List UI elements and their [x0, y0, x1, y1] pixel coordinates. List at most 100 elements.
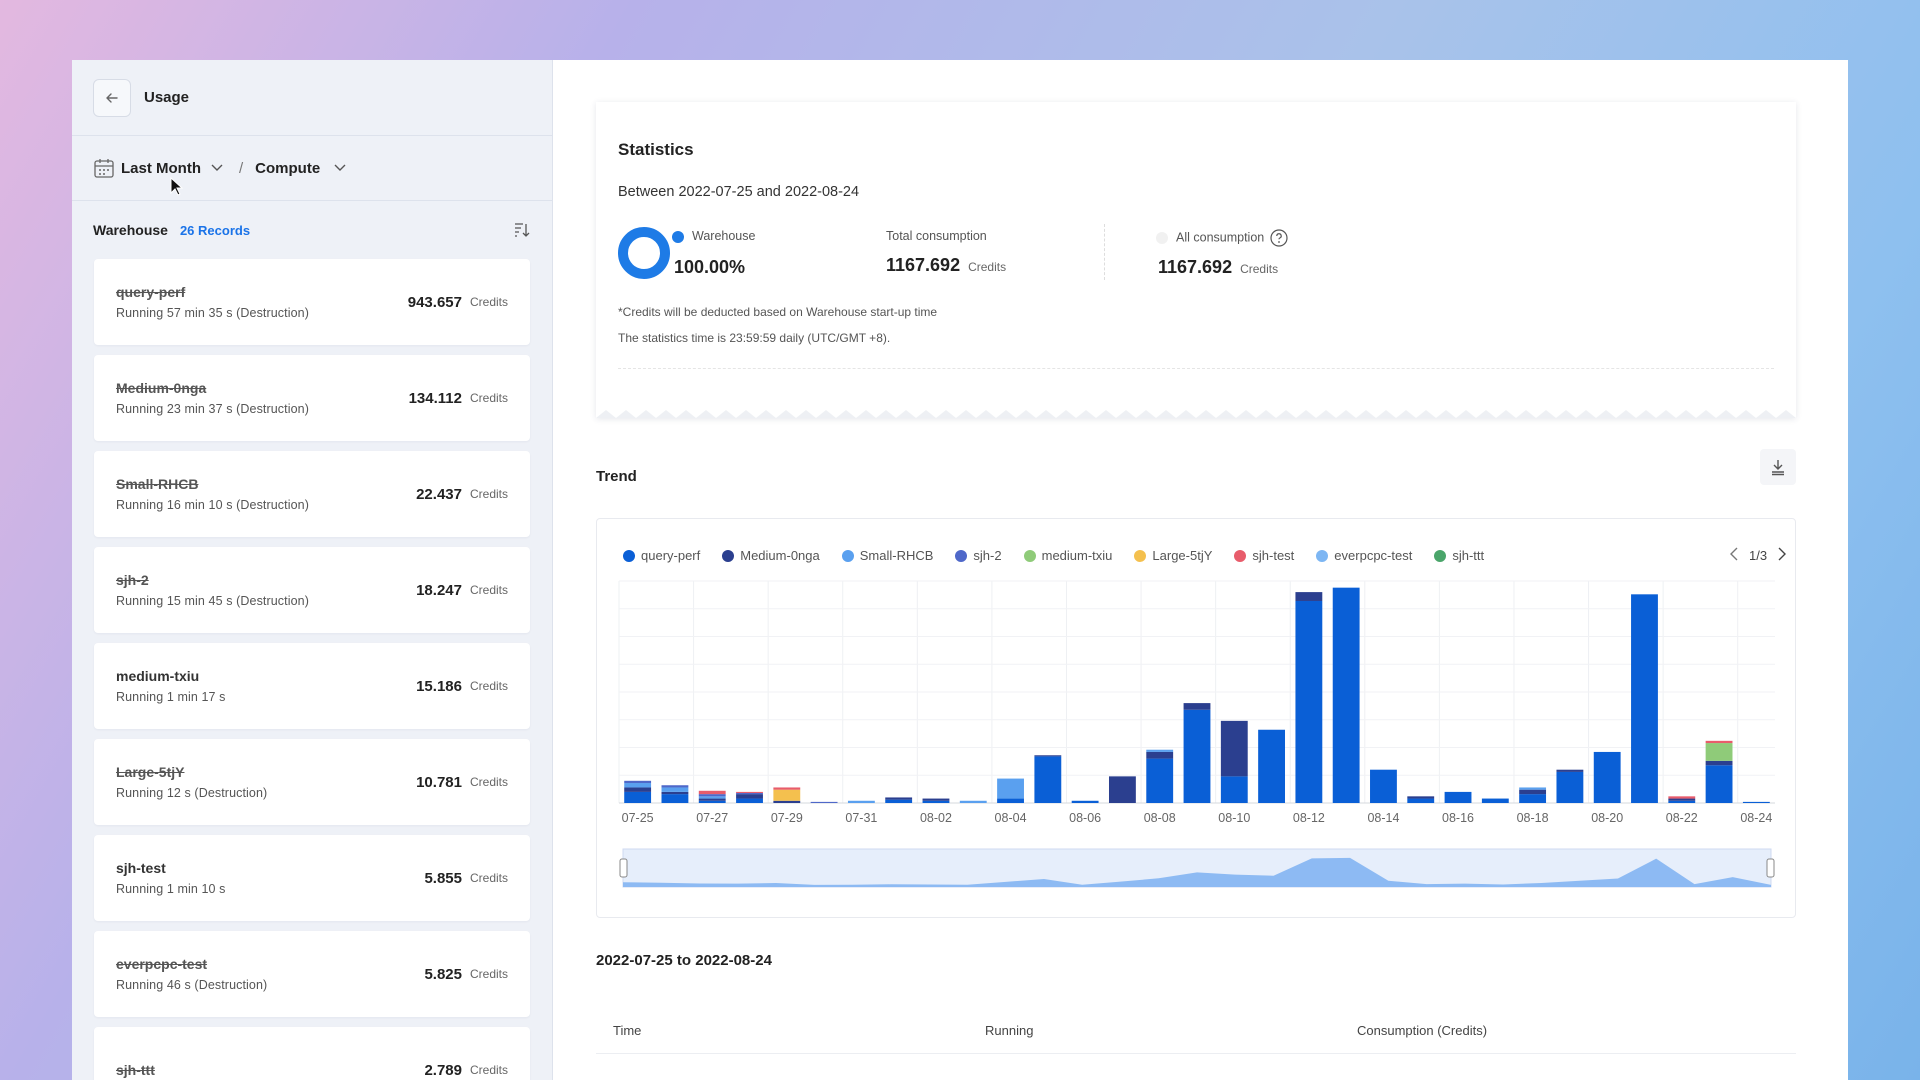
- legend-item[interactable]: sjh-2: [955, 548, 1002, 563]
- warehouse-name: everpcpc-test: [116, 956, 208, 972]
- warehouse-item[interactable]: Medium-0nga Running 23 min 37 s (Destruct…: [94, 355, 530, 441]
- legend-dot: [1023, 549, 1036, 562]
- warehouse-credits: 10.781: [416, 773, 462, 791]
- warehouse-item-info: Small-RHCB Running 16 min 10 s (Destructi…: [116, 476, 416, 512]
- bar-segment: [661, 785, 689, 788]
- warehouse-item-info: Large-5tjY Running 12 s (Destruction): [116, 764, 416, 800]
- all-consumption-value: 1167.692: [1158, 257, 1233, 277]
- statistics-card: Statistics Between 2022-07-25 and 2022-0…: [596, 102, 1796, 418]
- legend-item[interactable]: Large-5tjY: [1134, 548, 1212, 563]
- credits-unit: Credits: [469, 391, 508, 405]
- date-range-text: Between 2022-07-25 and 2022-08-24: [618, 184, 860, 200]
- legend-item[interactable]: Medium-0nga: [722, 548, 820, 563]
- period-dropdown[interactable]: Last Month: [93, 157, 223, 179]
- legend-item[interactable]: Small-RHCB: [841, 548, 933, 563]
- bar-segment: [624, 780, 652, 784]
- bar-segment: [698, 790, 726, 795]
- x-tick-label: 08-04: [995, 811, 1027, 825]
- chevron-right-icon[interactable]: [1777, 547, 1787, 564]
- warehouse-item[interactable]: sjh-2 Running 15 min 45 s (Destruction) 18…: [94, 547, 530, 633]
- legend-dot: [1434, 549, 1447, 562]
- credits-unit: Credits: [469, 679, 508, 693]
- bar-segment: [1668, 798, 1696, 801]
- warehouse-percentage: 100.00%: [674, 257, 746, 277]
- app-window: Usage Last Month / Compute Warehouse 26 …: [72, 60, 1848, 1080]
- x-tick-label: 07-27: [696, 811, 728, 825]
- bar-segment: [1034, 756, 1062, 803]
- legend-item[interactable]: query-perf: [623, 548, 700, 563]
- back-button[interactable]: [93, 78, 131, 117]
- legend-item[interactable]: sjh-ttt: [1434, 548, 1484, 563]
- bar-segment: [959, 800, 987, 803]
- col-time: Time: [613, 1023, 642, 1038]
- legend-item[interactable]: medium-txiu: [1023, 548, 1112, 563]
- credits-unit: Credits: [469, 871, 508, 885]
- bar-segment: [1519, 789, 1547, 795]
- bar-segment: [736, 798, 763, 803]
- bar-segment: [661, 791, 689, 795]
- warehouse-credits: 5.825: [424, 965, 462, 983]
- warehouse-item-info: sjh-ttt: [116, 1062, 424, 1078]
- timezone-note: The statistics time is 23:59:59 daily (U…: [618, 331, 891, 345]
- warehouse-item[interactable]: Small-RHCB Running 16 min 10 s (Destructi…: [94, 451, 530, 537]
- warehouse-runtime: Running 57 min 35 s (Destruction): [116, 306, 309, 320]
- x-tick-label: 08-02: [920, 811, 952, 825]
- credits-unit: Credits: [1240, 262, 1279, 276]
- warehouse-item[interactable]: medium-txiu Running 1 min 17 s 15.186 Credi…: [94, 643, 530, 729]
- warehouse-item[interactable]: everpcpc-test Running 46 s (Destruction) 5…: [94, 931, 530, 1017]
- help-icon[interactable]: [1270, 229, 1288, 247]
- x-tick-label: 08-06: [1069, 811, 1101, 825]
- legend-label: query-perf: [641, 548, 701, 563]
- legend-dot: [672, 230, 684, 243]
- legend-item[interactable]: sjh-test: [1234, 548, 1294, 563]
- filter-separator: /: [239, 159, 244, 177]
- bar-segment: [1220, 720, 1248, 777]
- bar-segment: [773, 789, 801, 801]
- bar-segment: [1108, 776, 1136, 803]
- warehouse-legend-label: Warehouse: [692, 229, 756, 243]
- credits-unit: Credits: [469, 487, 508, 501]
- bar-segment: [922, 800, 950, 803]
- bar-segment: [1631, 594, 1658, 803]
- legend-label: Medium-0nga: [740, 548, 820, 563]
- bar-segment: [661, 787, 689, 792]
- chevron-left-icon[interactable]: [1729, 547, 1739, 564]
- resource-dropdown[interactable]: Compute: [255, 160, 346, 177]
- x-tick-label: 08-22: [1666, 811, 1698, 825]
- bar-segment: [885, 797, 913, 800]
- warehouse-item[interactable]: query-perf Running 57 min 35 s (Destructi…: [94, 259, 530, 345]
- bar-segment: [1519, 787, 1547, 790]
- warehouse-name: query-perf: [116, 284, 186, 300]
- arrow-left-icon: [106, 92, 118, 103]
- download-button[interactable]: [1760, 449, 1796, 485]
- sidebar: Usage Last Month / Compute Warehouse 26 …: [72, 60, 553, 1080]
- warehouse-item[interactable]: sjh-test Running 1 min 10 s 5.855 Credits: [94, 835, 530, 921]
- bar-segment: [1705, 743, 1733, 761]
- legend-dot: [722, 549, 735, 562]
- bar-segment: [698, 794, 726, 797]
- x-tick-label: 08-16: [1442, 811, 1474, 825]
- bar-segment: [698, 796, 726, 799]
- filter-row: Last Month / Compute: [72, 136, 552, 201]
- warehouse-item[interactable]: sjh-ttt 2.789 Credits: [94, 1027, 530, 1080]
- bar-segment: [773, 787, 801, 790]
- resource-label: Compute: [255, 159, 321, 177]
- bar-segment: [1705, 760, 1733, 766]
- bar-segment: [1481, 798, 1509, 803]
- period-label: Last Month: [121, 159, 201, 177]
- divider: [1104, 224, 1105, 280]
- x-tick-label: 08-14: [1367, 811, 1399, 825]
- warehouse-item[interactable]: Large-5tjY Running 12 s (Destruction) 10.7…: [94, 739, 530, 825]
- page-title: Usage: [144, 89, 190, 106]
- sort-icon[interactable]: [512, 221, 530, 239]
- legend-dot: [955, 549, 968, 562]
- warehouse-credits: 134.112: [408, 389, 462, 407]
- bar-segment: [736, 791, 763, 794]
- warehouse-credits: 15.186: [416, 677, 462, 695]
- credits-unit: Credits: [469, 1063, 508, 1077]
- mouse-cursor: [170, 177, 184, 196]
- legend-item[interactable]: everpcpc-test: [1316, 548, 1412, 563]
- legend-label: sjh-ttt: [1452, 548, 1485, 563]
- trend-title: Trend: [596, 468, 637, 485]
- legend-dot: [623, 549, 635, 562]
